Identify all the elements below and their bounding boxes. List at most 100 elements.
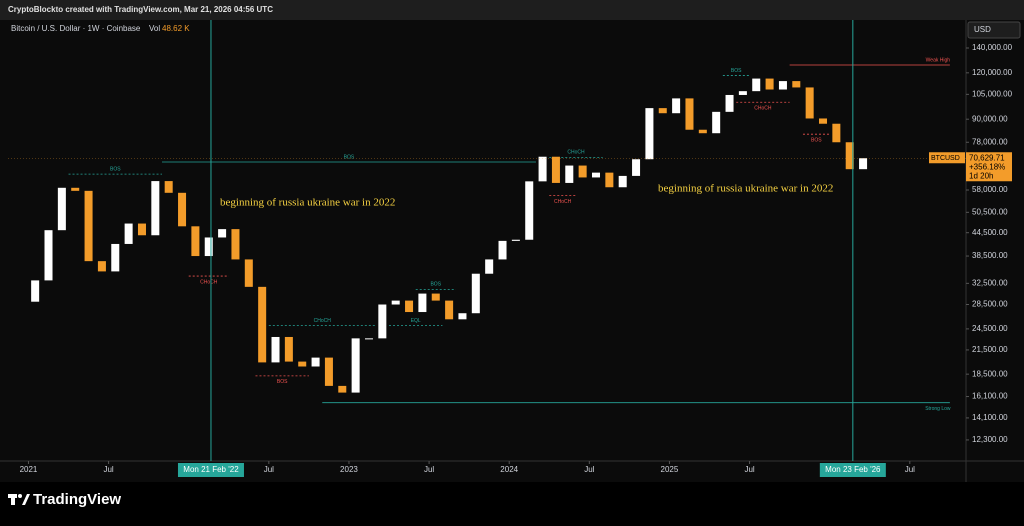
structure-label: BOS bbox=[277, 379, 288, 385]
top-bar bbox=[0, 0, 1024, 20]
candle bbox=[752, 78, 761, 92]
structure-label: CHoCH bbox=[314, 318, 332, 324]
candle bbox=[632, 159, 641, 176]
candle bbox=[311, 357, 320, 367]
candle bbox=[565, 165, 574, 183]
symbol: BTCUSD bbox=[931, 155, 960, 162]
candle bbox=[778, 81, 787, 90]
vol-value: 48.62 K bbox=[162, 24, 190, 33]
y-tick-label: 21,500.00 bbox=[972, 345, 1008, 354]
marker-box bbox=[177, 463, 244, 477]
candle bbox=[244, 259, 253, 287]
candle bbox=[511, 239, 520, 241]
annotation: beginning of russia ukraine war in 2022 bbox=[220, 197, 395, 209]
symbol-box bbox=[929, 152, 965, 164]
candle bbox=[685, 98, 694, 130]
marker-label: Mon 23 Feb '26 bbox=[825, 465, 881, 474]
y-tick-label: 90,000.00 bbox=[972, 114, 1008, 123]
candle bbox=[271, 336, 280, 363]
candle bbox=[418, 293, 427, 313]
plot-background bbox=[0, 20, 1024, 482]
candle bbox=[471, 273, 480, 314]
candle bbox=[351, 338, 360, 393]
candle bbox=[391, 300, 400, 305]
y-tick-label: 120,000.00 bbox=[972, 68, 1013, 77]
last-change: +356.18% bbox=[969, 162, 1005, 171]
candle bbox=[191, 226, 200, 257]
x-tick-label: Jul bbox=[744, 465, 754, 474]
candle bbox=[591, 172, 601, 178]
candle bbox=[738, 91, 747, 95]
candle bbox=[44, 230, 53, 281]
candle bbox=[605, 172, 614, 188]
y-tick-label: 28,500.00 bbox=[972, 300, 1008, 309]
structure-label: CHoCH bbox=[567, 150, 585, 156]
candle bbox=[859, 158, 868, 170]
x-tick-label: Jul bbox=[103, 465, 113, 474]
candle bbox=[298, 361, 307, 367]
candle bbox=[792, 81, 801, 88]
x-tick-label: Jul bbox=[584, 465, 594, 474]
x-tick-label: Jul bbox=[424, 465, 434, 474]
structure-label: CHoCH bbox=[754, 106, 772, 112]
y-tick-label: 58,000.00 bbox=[972, 185, 1008, 194]
x-tick-label: Jul bbox=[264, 465, 274, 474]
candle bbox=[525, 181, 534, 240]
x-tick-label: 2023 bbox=[340, 465, 358, 474]
candle bbox=[84, 190, 93, 262]
brand: TradingView bbox=[33, 491, 121, 508]
last-price: 70,629.71 bbox=[969, 153, 1005, 162]
candle bbox=[712, 111, 721, 134]
candle bbox=[111, 243, 120, 272]
symbol: Bitcoin / U.S. Dollar · 1W · Coinbase bbox=[11, 24, 141, 33]
currency: USD bbox=[974, 25, 991, 34]
candle bbox=[578, 165, 587, 178]
y-tick-label: 24,500.00 bbox=[972, 324, 1008, 333]
candle bbox=[284, 336, 293, 362]
candle bbox=[832, 123, 841, 143]
candle bbox=[805, 87, 814, 119]
vol-label: Vol bbox=[149, 24, 160, 33]
candle bbox=[137, 223, 146, 236]
y-tick-label: 44,500.00 bbox=[972, 228, 1008, 237]
y-tick-label: 38,500.00 bbox=[972, 251, 1008, 260]
y-tick-label: 140,000.00 bbox=[972, 43, 1013, 52]
structure-label: BOS bbox=[110, 166, 121, 172]
structure-label: BOS bbox=[344, 154, 355, 160]
candle bbox=[765, 78, 774, 90]
x-tick-label: 2024 bbox=[500, 465, 518, 474]
candle bbox=[658, 108, 667, 114]
candle bbox=[645, 108, 654, 160]
candle bbox=[231, 229, 240, 260]
candle bbox=[445, 300, 454, 320]
structure-label: BOS bbox=[811, 138, 822, 144]
candle bbox=[431, 293, 440, 301]
candle bbox=[405, 300, 414, 313]
candle bbox=[178, 192, 187, 227]
structure-label: BOS bbox=[731, 68, 742, 74]
structure-label: Strong Low bbox=[925, 406, 951, 412]
candle bbox=[151, 181, 160, 236]
y-tick-label: 32,500.00 bbox=[972, 278, 1008, 287]
candle bbox=[364, 338, 373, 340]
candle bbox=[338, 385, 347, 393]
candle bbox=[618, 175, 627, 188]
candle bbox=[97, 261, 106, 272]
credit: CryptoBlockto created with TradingView.c… bbox=[8, 5, 273, 14]
candle bbox=[164, 181, 173, 193]
y-tick-label: 12,300.00 bbox=[972, 435, 1008, 444]
structure-label: CHoCH bbox=[200, 279, 218, 285]
currency-box bbox=[967, 21, 1021, 39]
y-tick-label: 78,000.00 bbox=[972, 137, 1008, 146]
y-tick-label: 14,100.00 bbox=[972, 413, 1008, 422]
candle bbox=[324, 357, 333, 386]
x-tick-label: 2021 bbox=[20, 465, 38, 474]
candle bbox=[124, 223, 133, 244]
candle bbox=[378, 304, 387, 339]
y-tick-label: 105,000.00 bbox=[972, 89, 1013, 98]
marker-box bbox=[819, 463, 886, 477]
candle bbox=[698, 129, 707, 134]
last-price-box bbox=[966, 152, 1012, 182]
candle bbox=[485, 259, 494, 274]
